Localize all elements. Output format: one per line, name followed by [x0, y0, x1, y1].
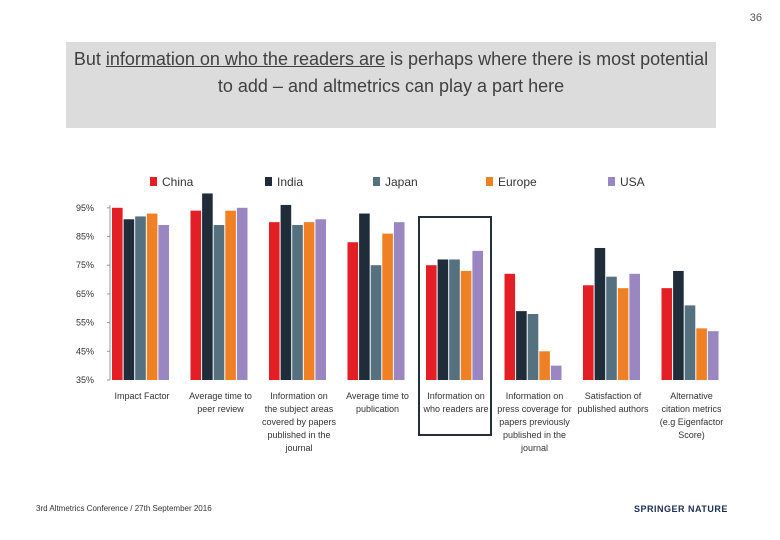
y-tick-label: 35%	[76, 375, 94, 385]
x-tick-label: Score)	[678, 430, 705, 440]
bar-usa-1	[236, 207, 248, 380]
bar-japan-5	[527, 313, 539, 380]
x-tick-label: Impact Factor	[114, 391, 169, 401]
bar-china-3	[347, 242, 359, 380]
bar-china-7	[661, 288, 673, 380]
legend-label-china: China	[162, 175, 194, 189]
legend-label-europe: Europe	[498, 175, 537, 189]
bar-europe-1	[225, 210, 236, 380]
x-tick-label: journal	[520, 443, 548, 453]
bar-japan-3	[370, 265, 382, 380]
bar-japan-7	[684, 305, 696, 380]
bar-india-1	[202, 193, 213, 380]
x-tick-label: papers previously	[499, 417, 570, 427]
bar-europe-2	[303, 222, 315, 380]
bar-india-4	[437, 259, 449, 380]
y-tick-label: 75%	[76, 260, 94, 270]
x-tick-label: who readers are	[422, 404, 488, 414]
legend-swatch-china	[150, 177, 157, 186]
title-part-1: But	[73, 49, 106, 69]
bar-usa-7	[707, 331, 719, 380]
slide-number: 36	[749, 12, 762, 24]
bar-india-6	[594, 247, 606, 380]
x-tick-label: Satisfaction of	[585, 391, 642, 401]
legend-swatch-japan	[373, 177, 380, 186]
legend-label-usa: USA	[620, 175, 645, 189]
y-tick-label: 55%	[76, 318, 94, 328]
bar-europe-6	[617, 288, 629, 380]
bar-china-2	[269, 222, 280, 380]
legend-swatch-europe	[486, 177, 493, 186]
x-tick-label: publication	[356, 404, 399, 414]
footer-conference: 3rd Altmetrics Conference / 27th Septemb…	[36, 504, 212, 513]
bar-japan-0	[135, 216, 146, 380]
bar-europe-5	[539, 351, 550, 380]
y-tick-label: 85%	[76, 232, 94, 242]
x-tick-label: the subject areas	[265, 404, 334, 414]
x-tick-label: published in the	[503, 430, 566, 440]
bar-usa-2	[315, 219, 326, 380]
x-tick-label: Information on	[427, 391, 485, 401]
y-tick-label: 65%	[76, 289, 94, 299]
bar-usa-3	[393, 222, 405, 380]
x-tick-label: press coverage for	[497, 404, 572, 414]
brand-logo-text: SPRINGER NATURE	[634, 504, 728, 514]
x-tick-label: Alternative	[670, 391, 713, 401]
legend-label-japan: Japan	[385, 175, 418, 189]
bar-india-0	[123, 219, 135, 380]
title-part-2: is perhaps where there is most potential…	[217, 49, 709, 96]
x-tick-label: covered by papers	[262, 417, 337, 427]
bar-usa-0	[158, 225, 169, 380]
bar-china-4	[426, 265, 437, 380]
y-tick-label: 95%	[76, 203, 94, 213]
x-tick-label: Information on	[506, 391, 564, 401]
bar-japan-2	[292, 225, 303, 380]
bar-chart: China India Japan Europe USA 95% 85% 75% 65% 55% 4…	[76, 175, 724, 453]
x-tick-label: journal	[284, 443, 312, 453]
x-tick-label: peer review	[197, 404, 244, 414]
bar-usa-6	[629, 273, 640, 380]
x-tick-label: Average time to	[189, 391, 252, 401]
x-tick-label: Information on	[270, 391, 328, 401]
x-tick-label: (e.g Eigenfactor	[660, 417, 724, 427]
legend-swatch-india	[265, 177, 272, 186]
bar-india-5	[516, 311, 527, 380]
bar-usa-5	[550, 365, 562, 380]
bar-europe-4	[460, 270, 472, 380]
bar-china-1	[190, 210, 202, 380]
bar-japan-6	[606, 276, 617, 380]
title-box: But information on who the readers are i…	[66, 42, 716, 128]
bar-usa-4	[472, 250, 483, 380]
bar-china-6	[583, 285, 594, 380]
slide-title: But information on who the readers are i…	[66, 42, 716, 100]
bar-europe-0	[146, 213, 158, 380]
legend-swatch-usa	[608, 177, 615, 186]
bar-japan-1	[213, 225, 225, 380]
bar-india-7	[673, 270, 684, 380]
bar-china-0	[112, 207, 123, 380]
x-tick-label: Average time to	[346, 391, 409, 401]
bar-europe-3	[382, 233, 393, 380]
highlight-box	[418, 216, 492, 436]
bar-japan-4	[449, 259, 460, 380]
bar-india-2	[280, 204, 292, 380]
bar-china-5	[504, 273, 516, 380]
legend-label-india: India	[277, 175, 303, 189]
x-tick-label: published authors	[577, 404, 649, 414]
y-tick-label: 45%	[76, 346, 94, 356]
x-tick-label: published in the	[267, 430, 330, 440]
bar-europe-7	[696, 328, 707, 380]
x-tick-label: citation metrics	[661, 404, 722, 414]
bar-india-3	[359, 213, 370, 380]
title-underlined: information on who the readers are	[105, 49, 386, 69]
